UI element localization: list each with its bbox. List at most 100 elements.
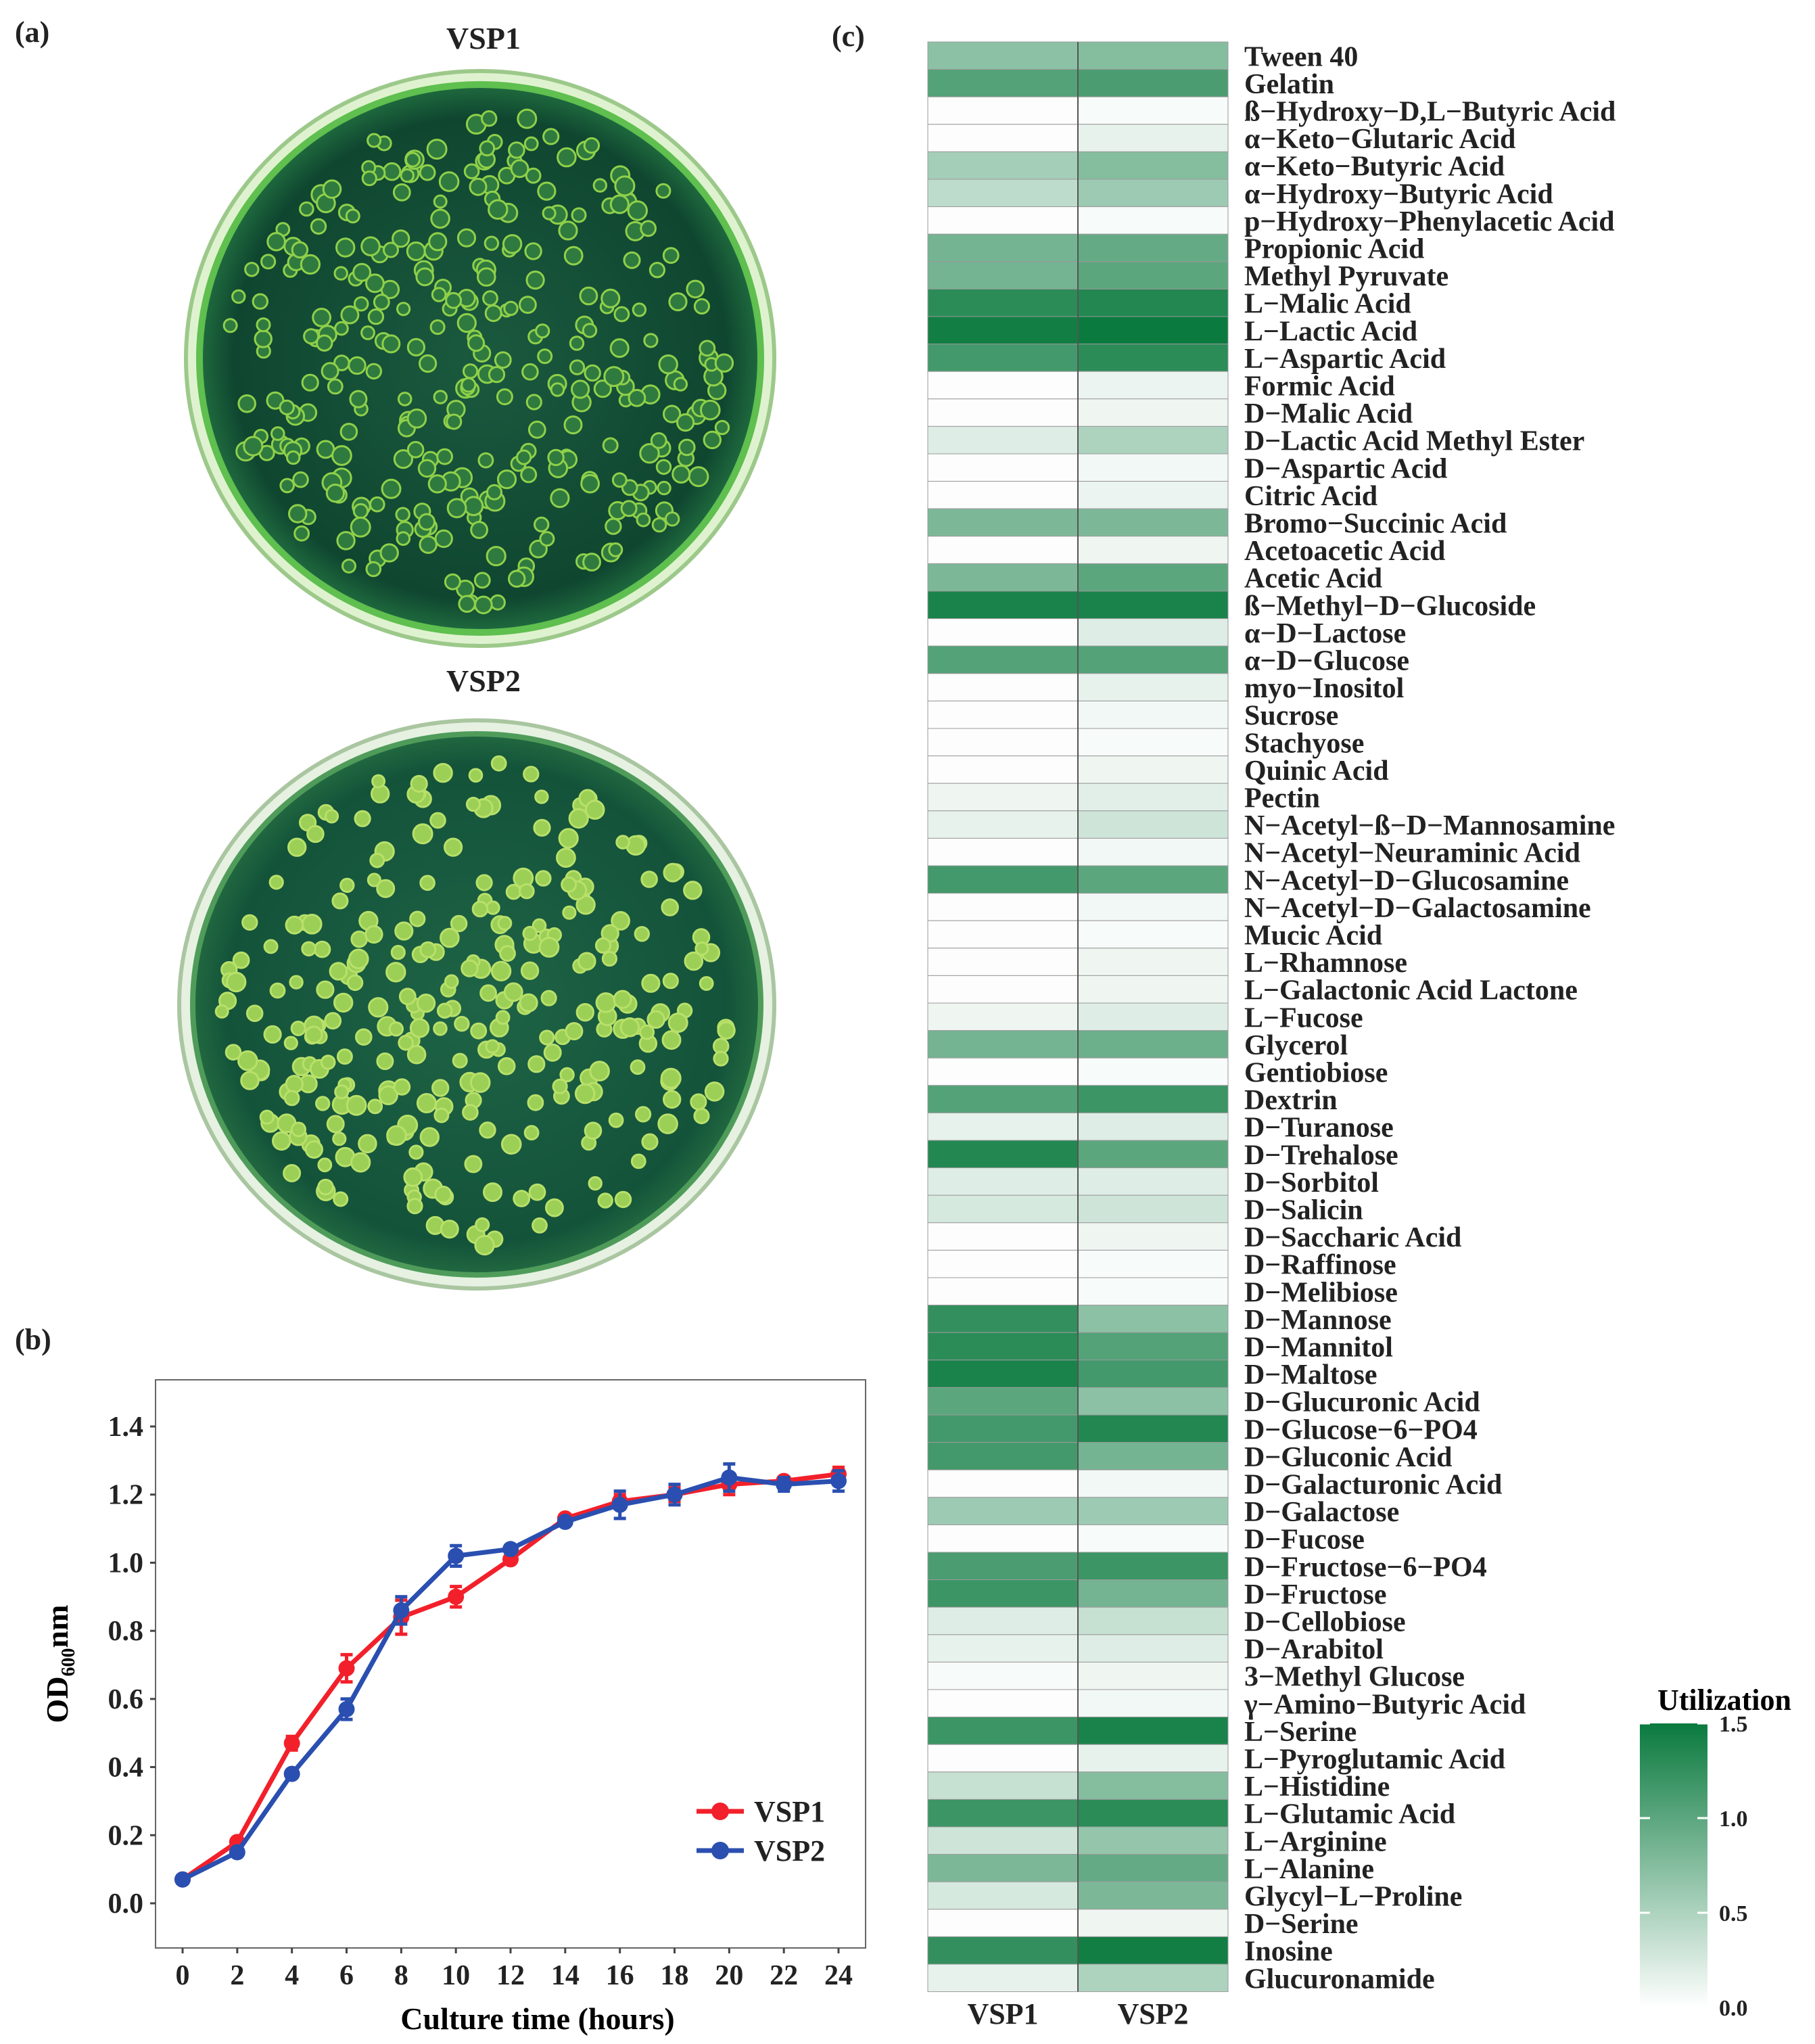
data-point-vsp2: [830, 1472, 847, 1489]
heatmap-row-label: N−Acetyl−Neuraminic Acid: [1244, 838, 1580, 869]
colony: [346, 1094, 367, 1116]
colony: [438, 171, 460, 192]
heatmap-cell: [927, 1057, 1079, 1086]
colony: [552, 1078, 568, 1094]
colony: [502, 234, 523, 254]
colony: [339, 423, 358, 441]
colony: [393, 449, 413, 469]
colony: [334, 1084, 350, 1100]
heatmap-cell: [1077, 920, 1229, 949]
heatmap-cell: [1077, 948, 1229, 976]
colony: [244, 262, 260, 277]
colony: [313, 940, 331, 958]
heatmap-row-label: L−Malic Acid: [1244, 289, 1411, 320]
colony: [470, 1022, 488, 1040]
colony: [444, 837, 463, 857]
colony: [513, 1190, 531, 1207]
colony: [456, 228, 477, 248]
heatmap-row-label: D−Aspartic Acid: [1244, 453, 1447, 484]
heatmap-cell: [1077, 536, 1229, 564]
heatmap-cell: [1077, 481, 1229, 509]
colony: [684, 951, 704, 971]
colony: [360, 236, 381, 257]
colony: [694, 942, 709, 956]
colony: [403, 1167, 423, 1187]
colony: [409, 1018, 430, 1038]
colony: [268, 875, 284, 890]
colony: [643, 333, 659, 348]
colony: [717, 1021, 736, 1040]
colony: [440, 1220, 459, 1239]
heatmap-row-label: D−Mannitol: [1244, 1332, 1393, 1364]
heatmap-row-label: myo−Inositol: [1244, 673, 1404, 704]
colony: [532, 918, 547, 933]
colony: [419, 354, 438, 373]
heatmap-cell: [927, 865, 1079, 894]
heatmap-cell: [927, 783, 1079, 812]
heatmap-cell: [1077, 756, 1229, 784]
colony: [396, 302, 411, 317]
heatmap-cell: [1077, 371, 1229, 400]
colony: [225, 1044, 242, 1061]
colony: [379, 543, 399, 563]
heatmap-row-label: D−Maltose: [1244, 1360, 1377, 1391]
colony: [563, 246, 584, 266]
colony: [433, 194, 448, 209]
colony: [392, 229, 410, 248]
colony: [368, 997, 389, 1018]
heatmap-cell: [927, 1689, 1079, 1718]
petri-plate-vsp2: [177, 718, 776, 1291]
colony: [594, 937, 612, 954]
heatmap-cell: [927, 1524, 1079, 1553]
heatmap-cell: [1077, 344, 1229, 372]
heatmap-row-label: D−Gluconic Acid: [1244, 1442, 1452, 1473]
colony: [479, 984, 498, 1002]
heatmap-row-label: α−Keto−Butyric Acid: [1244, 152, 1505, 183]
colony: [547, 448, 565, 467]
colony: [609, 194, 630, 214]
colony: [520, 961, 540, 980]
colony: [299, 201, 314, 217]
colony: [289, 975, 304, 990]
colony: [292, 471, 309, 488]
heatmap-cell: [1077, 398, 1229, 427]
heatmap-row-label: L−Rhamnose: [1244, 948, 1407, 979]
heatmap-cell: [927, 233, 1079, 262]
heatmap-cell: [1077, 453, 1229, 482]
heatmap-row-label: L−Lactic Acid: [1244, 316, 1417, 347]
colony: [630, 1153, 646, 1169]
colony: [608, 1112, 624, 1128]
heatmap-row-label: α−D−Lactose: [1244, 618, 1406, 649]
heatmap-cell: [927, 920, 1079, 949]
heatmap-cell: [927, 508, 1079, 537]
heatmap-cell: [1077, 1249, 1229, 1278]
colony: [397, 392, 412, 407]
heatmap-row-label: D−Malic Acid: [1244, 398, 1413, 429]
heatmap-cell: [927, 837, 1079, 866]
colony: [304, 1140, 323, 1159]
colony: [408, 1144, 424, 1160]
colony: [341, 558, 356, 574]
colony: [496, 388, 513, 406]
colony: [699, 340, 716, 357]
colony: [416, 1093, 437, 1113]
heatmap-cell: [1077, 618, 1229, 647]
colony: [429, 319, 446, 335]
colony: [445, 292, 463, 309]
colony: [291, 1121, 306, 1138]
colony: [350, 930, 369, 948]
heatmap-row-label: D−Saccharic Acid: [1244, 1222, 1461, 1253]
heatmap-cell: [1077, 1661, 1229, 1690]
colony: [306, 824, 325, 843]
colony: [525, 167, 542, 184]
colony: [497, 1057, 516, 1075]
heatmap-row-label: D−Arabitol: [1244, 1634, 1384, 1665]
colony: [293, 525, 310, 542]
heatmap-row-label: N−Acetyl−ß−D−Mannosamine: [1244, 810, 1615, 841]
heatmap-cell: [1077, 975, 1229, 1004]
colony: [317, 1178, 334, 1196]
heatmap-row-label: L−Pyroglutamic Acid: [1244, 1744, 1505, 1775]
heatmap-cell: [1077, 1717, 1229, 1745]
heatmap-cell: [1077, 893, 1229, 921]
